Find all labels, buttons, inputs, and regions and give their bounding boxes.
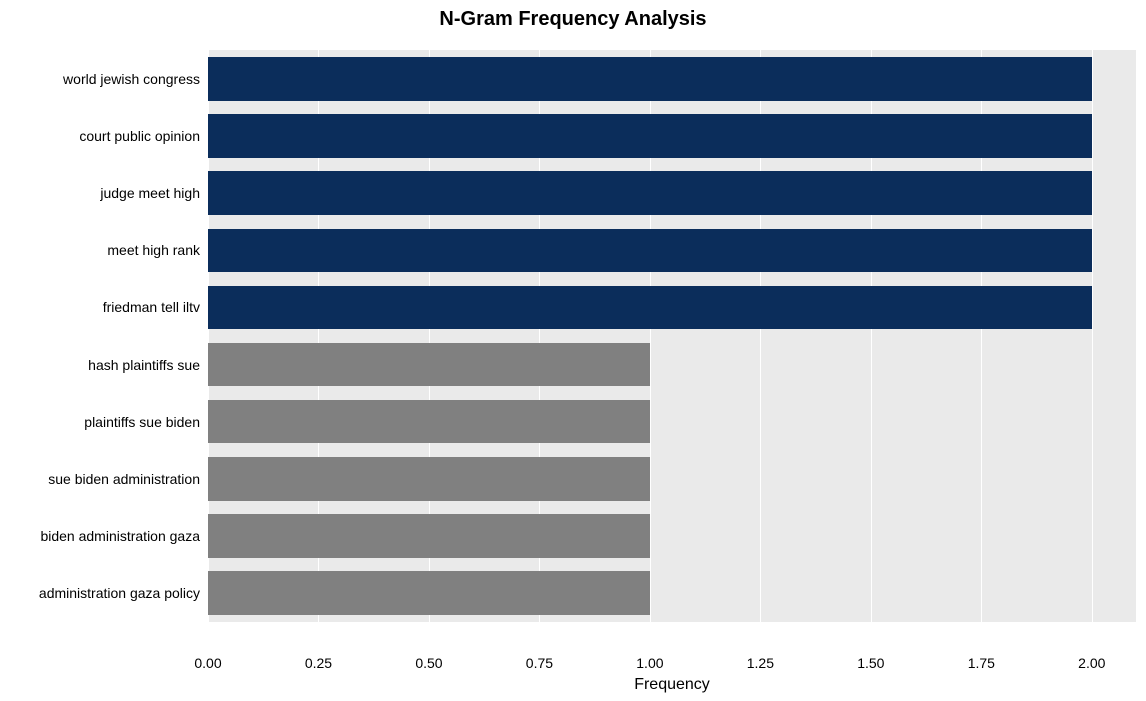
y-axis-label: biden administration gaza — [40, 528, 200, 544]
grid-line — [1092, 36, 1093, 636]
bar — [208, 286, 1092, 329]
x-axis-tick-label: 1.25 — [747, 655, 774, 671]
bar — [208, 457, 650, 500]
y-axis-label: sue biden administration — [48, 471, 200, 487]
x-axis-tick-label: 2.00 — [1078, 655, 1105, 671]
plot-area — [208, 36, 1136, 636]
x-axis-tick-label: 1.75 — [968, 655, 995, 671]
bar — [208, 571, 650, 614]
x-axis-tick-label: 0.25 — [305, 655, 332, 671]
bar — [208, 114, 1092, 157]
bar — [208, 171, 1092, 214]
x-axis-tick-label: 0.00 — [194, 655, 221, 671]
bar — [208, 514, 650, 557]
x-axis-tick-label: 1.50 — [857, 655, 884, 671]
bar — [208, 57, 1092, 100]
y-axis-label: hash plaintiffs sue — [88, 357, 200, 373]
chart-container: N-Gram Frequency Analysis Frequency worl… — [0, 0, 1146, 701]
x-axis-title: Frequency — [634, 676, 710, 694]
bar — [208, 229, 1092, 272]
y-axis-label: judge meet high — [100, 185, 200, 201]
y-axis-label: court public opinion — [79, 128, 200, 144]
x-axis-tick-label: 0.75 — [526, 655, 553, 671]
y-axis-label: world jewish congress — [63, 71, 200, 87]
x-axis-tick-label: 0.50 — [415, 655, 442, 671]
x-axis-tick-label: 1.00 — [636, 655, 663, 671]
y-axis-label: plaintiffs sue biden — [84, 414, 200, 430]
bar — [208, 343, 650, 386]
bar — [208, 400, 650, 443]
chart-title: N-Gram Frequency Analysis — [0, 8, 1146, 31]
y-axis-label: meet high rank — [107, 242, 200, 258]
y-axis-label: administration gaza policy — [39, 585, 200, 601]
y-axis-label: friedman tell iltv — [103, 299, 200, 315]
